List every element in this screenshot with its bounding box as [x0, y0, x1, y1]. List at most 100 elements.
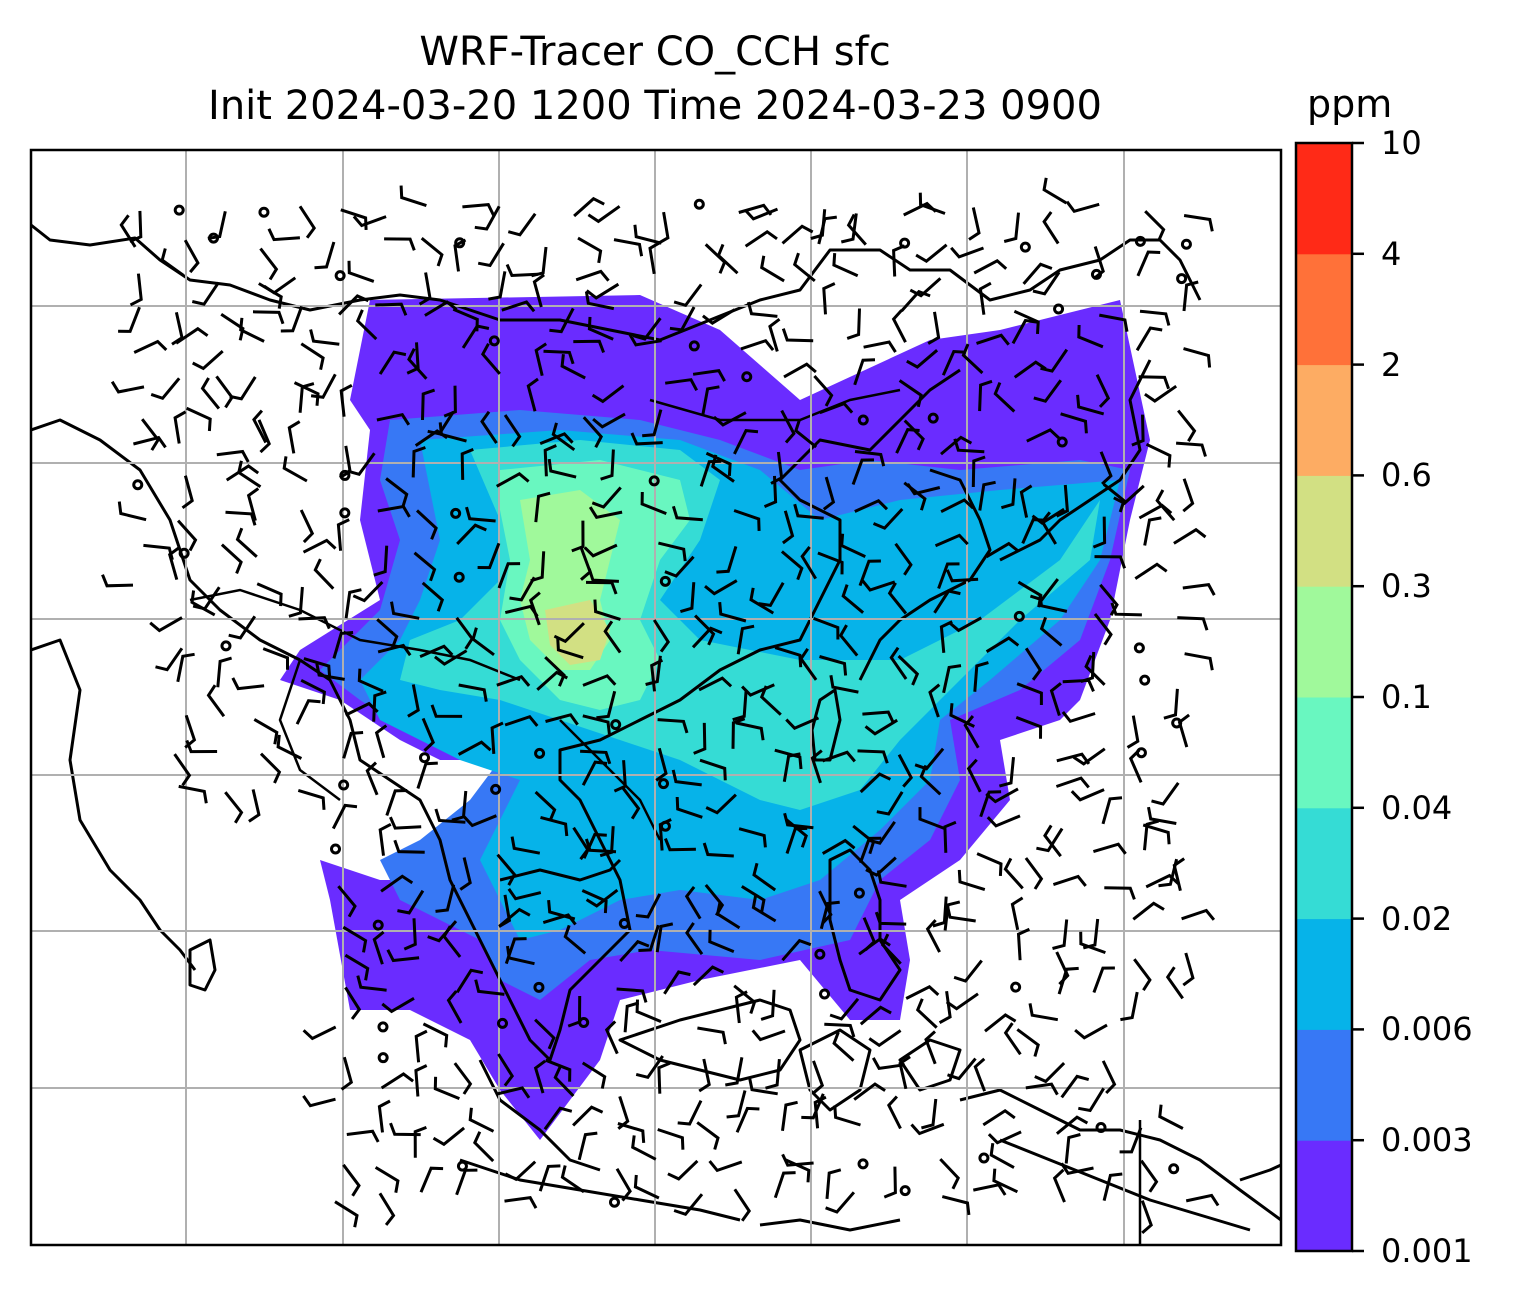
wind-barb [1065, 200, 1100, 214]
wind-barb [684, 885, 702, 920]
wind-barb [642, 409, 663, 438]
wind-barb [781, 938, 812, 962]
wind-barb [397, 889, 425, 915]
wind-barb [840, 213, 858, 244]
wind-barb [691, 626, 723, 649]
wind-barb [941, 349, 966, 376]
wind-barb [1052, 919, 1069, 950]
wind-barb [374, 724, 388, 759]
wind-barb [865, 856, 897, 877]
wind-barb [868, 1029, 902, 1048]
wind-barb [415, 509, 438, 540]
wind-barb [781, 1100, 798, 1131]
tracer-level-7 [545, 600, 610, 665]
calm-wind-marker [334, 270, 346, 282]
wind-barb [819, 900, 840, 930]
wind-barb [488, 271, 507, 301]
wind-barb [344, 588, 362, 619]
wind-barb [812, 1060, 825, 1095]
wind-barb [451, 790, 468, 822]
wind-barb [780, 409, 796, 444]
map-title-line2: Init 2024-03-20 1200 Time 2024-03-23 090… [208, 83, 1102, 129]
wind-barb [1049, 682, 1062, 717]
wind-barb [474, 979, 505, 996]
wind-barb [419, 1166, 444, 1193]
wind-barb [229, 376, 257, 401]
wind-barb [940, 435, 973, 456]
wind-barb [1185, 1193, 1220, 1207]
wind-barb [749, 587, 775, 615]
wind-barb [1145, 873, 1180, 889]
wind-barb [473, 1131, 495, 1163]
wind-barb [303, 657, 332, 679]
calm-wind-marker [741, 371, 753, 383]
wind-barb [298, 382, 315, 413]
wind-barb [580, 749, 612, 765]
wind-barb [1026, 428, 1061, 443]
wind-barb [774, 748, 803, 770]
wind-barb [287, 420, 301, 454]
wind-barb [1003, 857, 1024, 890]
wind-barb [504, 1160, 537, 1182]
wind-barb [267, 228, 301, 242]
wind-barb [584, 291, 615, 311]
wind-barb [225, 510, 257, 526]
colorbar-tick-label: 0.04 [1381, 788, 1453, 827]
wind-barb [953, 959, 983, 983]
wind-barb [1140, 1200, 1153, 1235]
wind-barb [673, 1193, 704, 1217]
wind-barb [420, 237, 444, 267]
wind-barb [658, 541, 687, 562]
calm-wind-marker [377, 1052, 389, 1064]
wind-barb [207, 210, 227, 240]
wind-barb [978, 379, 993, 412]
wind-barb [1052, 1168, 1066, 1203]
wind-barb [932, 896, 948, 928]
wind-barb [854, 499, 889, 513]
wind-barb [632, 317, 662, 341]
calm-wind-marker [1134, 235, 1146, 247]
calm-wind-marker [488, 335, 500, 347]
wind-barb [945, 992, 979, 1011]
wind-barb [799, 647, 818, 681]
wind-barb [101, 574, 134, 588]
wind-barb [708, 929, 735, 953]
calm-wind-marker [1168, 1163, 1180, 1175]
wind-barb [456, 523, 487, 545]
wind-barb [992, 1168, 1019, 1194]
wind-barb [979, 790, 1002, 818]
wind-barb [526, 377, 539, 412]
wind-barb [393, 839, 425, 854]
wind-barb [378, 822, 392, 856]
wind-barb [477, 242, 505, 268]
wind-barb [302, 538, 337, 554]
wind-barb [235, 527, 258, 558]
wind-barb [248, 789, 261, 823]
wind-barb [585, 282, 620, 300]
wind-barb [859, 1005, 892, 1026]
calm-wind-marker [534, 747, 546, 759]
tracer-field [280, 295, 1150, 1140]
wind-barb [176, 519, 198, 552]
colorbar-band [1296, 697, 1352, 809]
calm-wind-marker [1090, 268, 1102, 280]
wind-barb [1013, 360, 1047, 379]
wind-barb [801, 1093, 825, 1120]
wind-barb [377, 1099, 391, 1133]
wind-barb [455, 968, 484, 994]
wind-barb [785, 826, 808, 854]
wind-barb [738, 827, 767, 848]
wind-barb [918, 192, 946, 215]
wind-barb [295, 699, 321, 725]
wind-barb [356, 975, 387, 992]
wind-barb [829, 997, 860, 1021]
wind-barb [385, 477, 409, 507]
wind-barb [631, 1135, 657, 1161]
wind-barb [1177, 616, 1209, 631]
wind-barb [556, 637, 584, 660]
wind-barb [357, 668, 384, 693]
wind-barb [256, 582, 283, 607]
wind-barb [224, 791, 244, 824]
wind-barb [846, 308, 861, 340]
